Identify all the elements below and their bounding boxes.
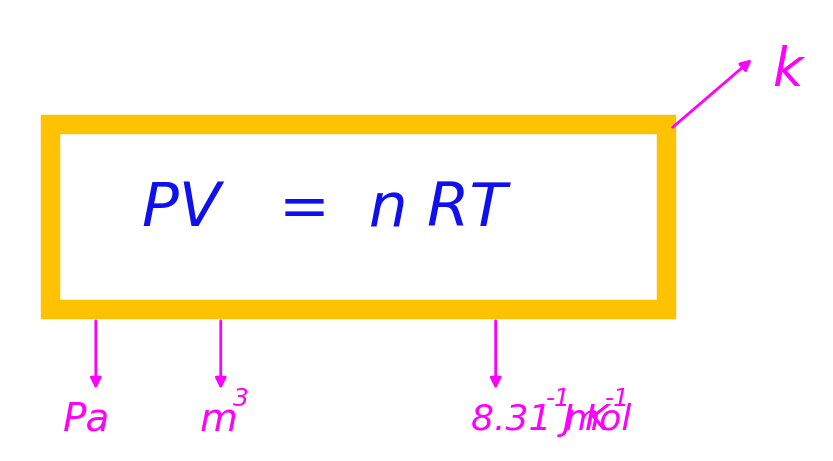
Text: m: m bbox=[200, 401, 237, 438]
Text: 3: 3 bbox=[233, 387, 249, 411]
Text: -1: -1 bbox=[546, 387, 571, 411]
Text: k: k bbox=[772, 46, 802, 97]
Text: PV   =  n RT: PV = n RT bbox=[142, 180, 507, 239]
Text: -1: -1 bbox=[605, 387, 630, 411]
Text: 8.31 J K: 8.31 J K bbox=[471, 402, 609, 437]
Text: mol: mol bbox=[565, 402, 632, 437]
Text: Pa: Pa bbox=[62, 401, 110, 438]
FancyBboxPatch shape bbox=[50, 124, 666, 309]
